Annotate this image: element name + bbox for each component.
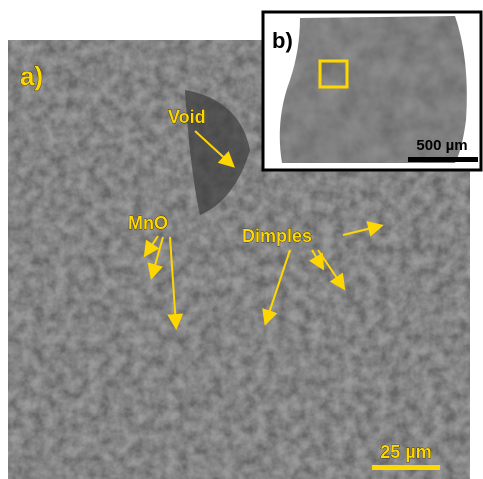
annotation: MnO (128, 213, 168, 233)
panel-label: b) (272, 28, 293, 53)
scale-bar (408, 157, 478, 162)
annotation: Void (168, 107, 206, 127)
scale-label: 500 µm (416, 137, 467, 154)
figure: a) Void MnO Dimples 25 µm b) 500 µm (0, 0, 483, 479)
panel-label: a) (20, 61, 43, 91)
annotation: Dimples (242, 226, 312, 246)
panel-b: b) 500 µm (263, 12, 481, 170)
scale-bar (372, 465, 440, 470)
scale-label: 25 µm (380, 442, 431, 462)
